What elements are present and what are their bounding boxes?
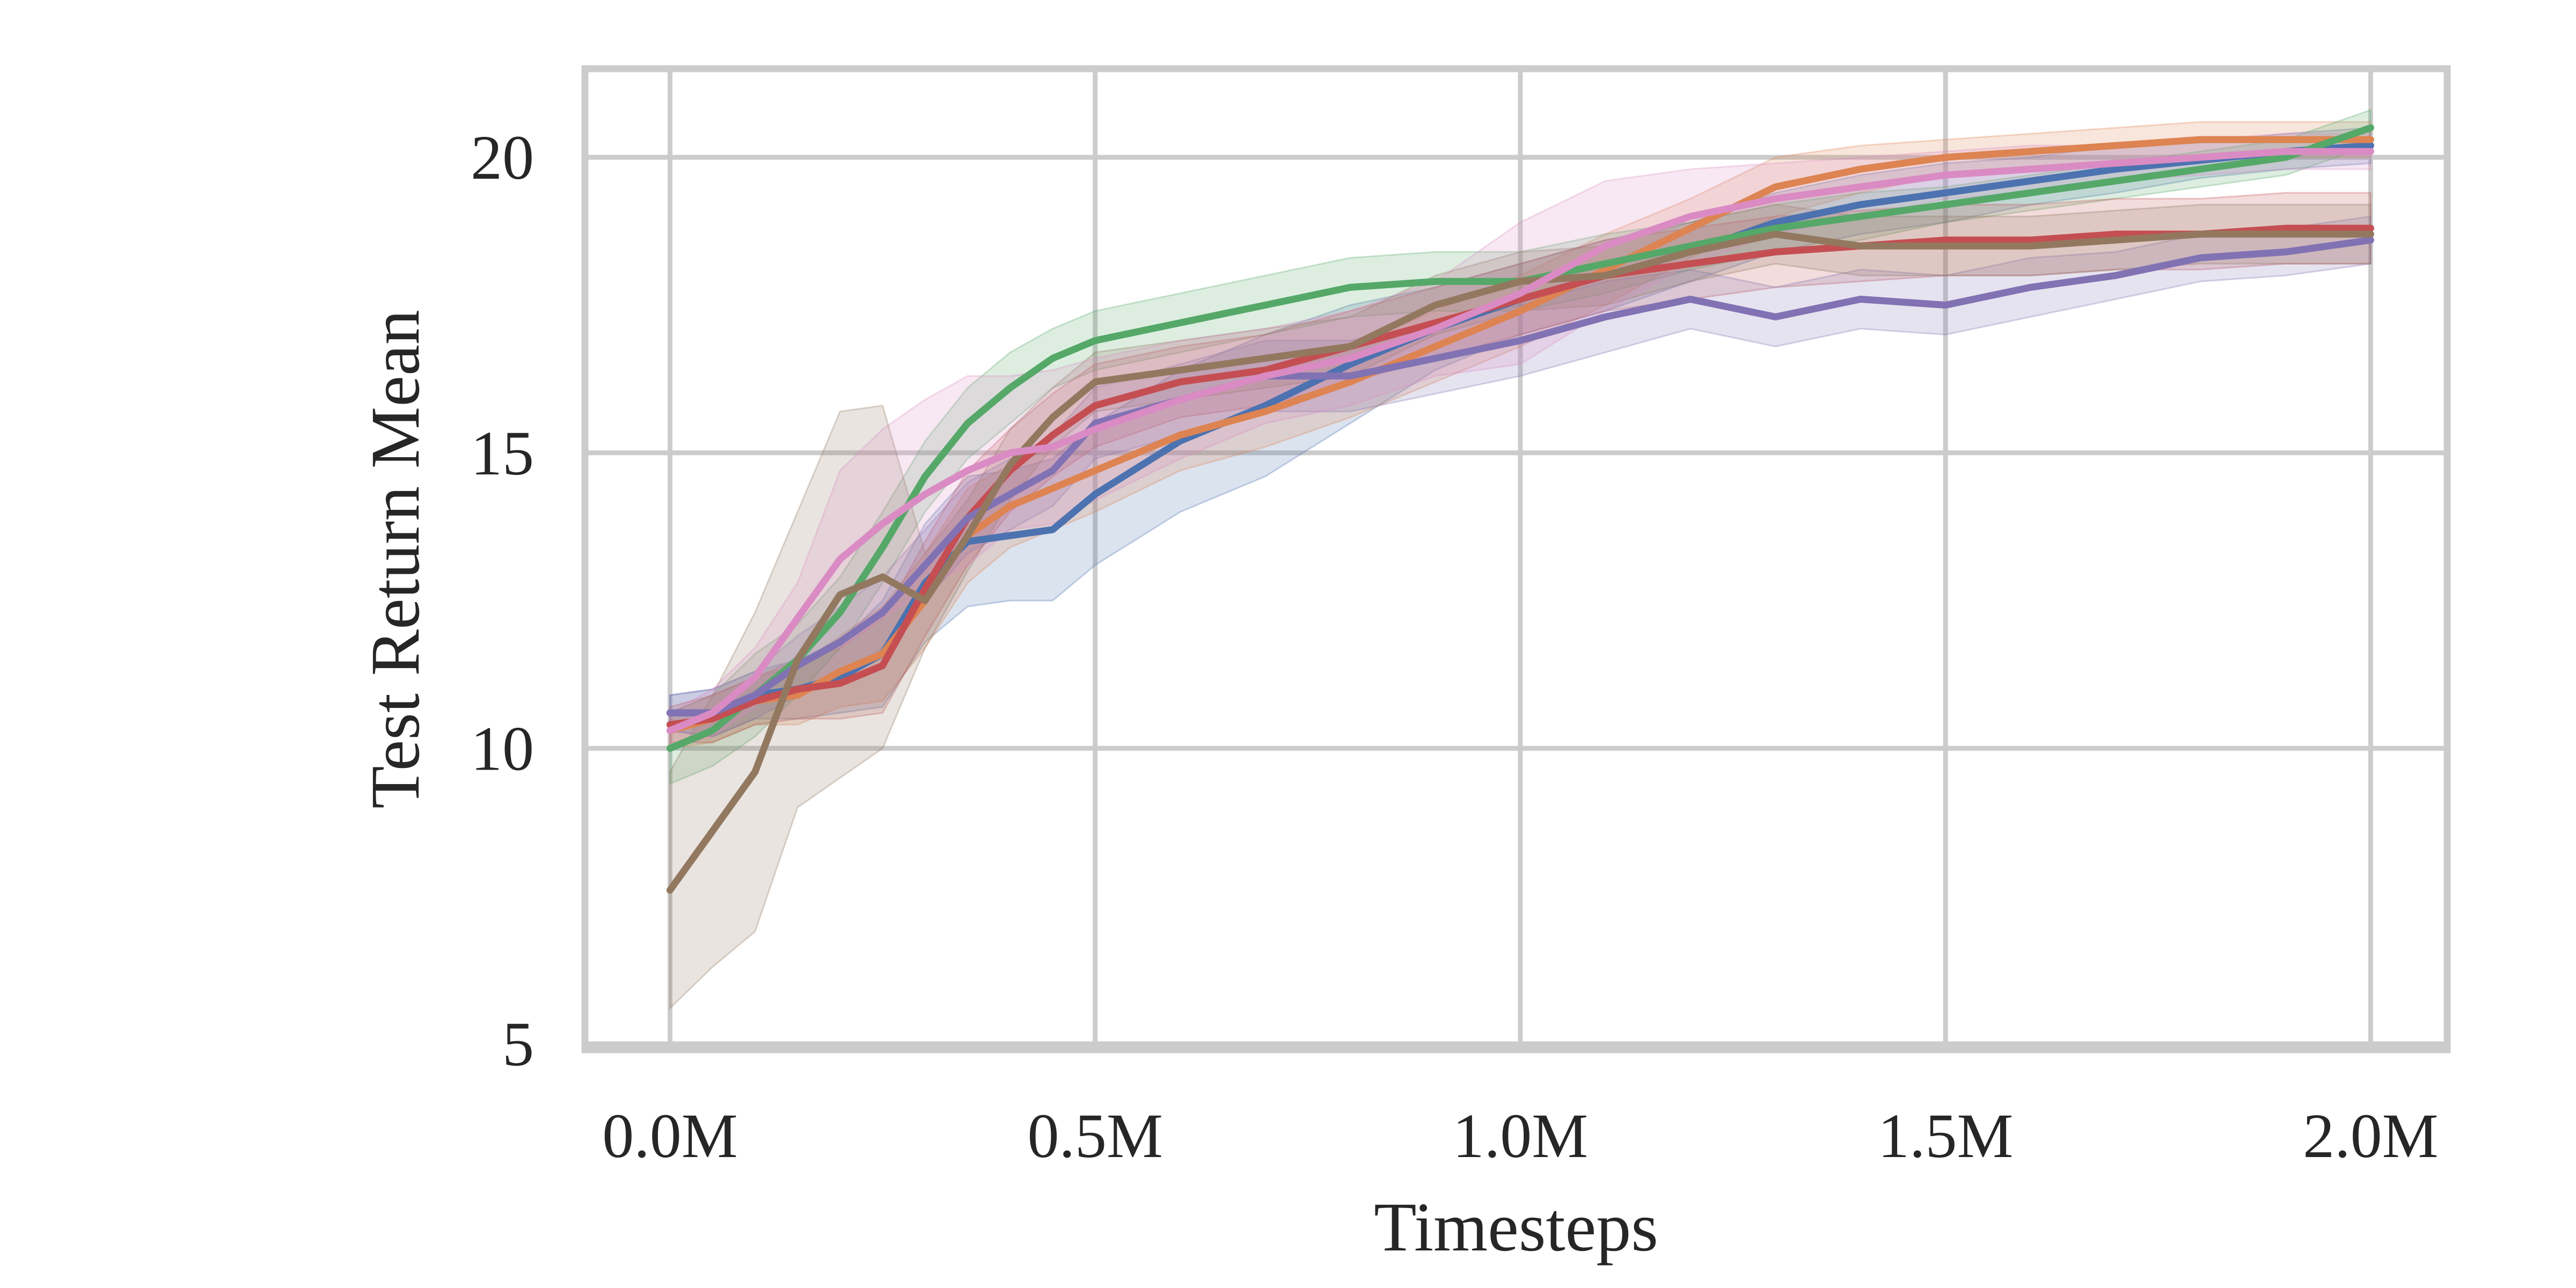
series-lines (666, 124, 2374, 894)
x-tick-label: 0.5M (1027, 1101, 1162, 1171)
y-tick-label: 20 (471, 122, 534, 193)
x-tick-labels: 0.0M 0.5M 1.0M 1.5M 2.0M (602, 1101, 2438, 1171)
x-tick-label: 1.0M (1453, 1101, 1588, 1171)
x-tick-label: 1.5M (1878, 1101, 2013, 1171)
series-4-line (666, 224, 2374, 728)
series-7-line (666, 148, 2374, 734)
y-tick-labels: 5 10 15 20 (471, 122, 534, 1079)
series-2-line (666, 136, 2374, 734)
y-tick-label: 5 (502, 1009, 534, 1079)
y-tick-label: 15 (471, 418, 534, 488)
x-tick-label: 0.0M (602, 1101, 737, 1171)
series-5-line (666, 236, 2374, 716)
x-axis-label: Timesteps (1374, 1189, 1658, 1266)
x-tick-label: 2.0M (2303, 1101, 2438, 1171)
plot-frame (581, 65, 2451, 1053)
y-grid-lines (585, 155, 2447, 1046)
series-3-line (666, 124, 2374, 752)
series-6-line (666, 230, 2374, 894)
series-1-line (666, 142, 2374, 716)
y-tick-label: 10 (471, 713, 534, 784)
y-axis-label: Test Return Mean (357, 310, 434, 809)
